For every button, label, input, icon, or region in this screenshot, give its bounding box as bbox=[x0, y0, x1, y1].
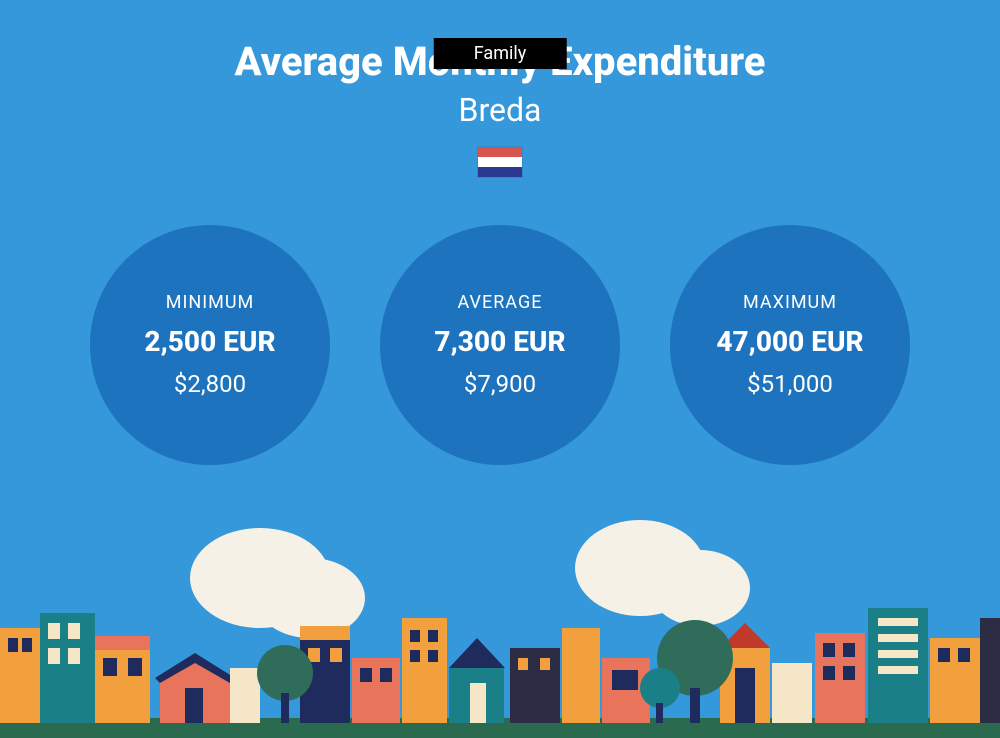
stat-secondary: $51,000 bbox=[747, 370, 833, 398]
buildings-right bbox=[720, 608, 1000, 723]
stat-secondary: $2,800 bbox=[174, 370, 246, 398]
buildings-center bbox=[300, 618, 650, 723]
cityscape-illustration bbox=[0, 518, 1000, 738]
stat-label: MAXIMUM bbox=[743, 292, 837, 313]
stat-maximum: MAXIMUM 47,000 EUR $51,000 bbox=[670, 225, 910, 465]
stat-average: AVERAGE 7,300 EUR $7,900 bbox=[380, 225, 620, 465]
stat-primary: 7,300 EUR bbox=[434, 325, 565, 358]
stat-primary: 2,500 EUR bbox=[144, 325, 275, 358]
stat-label: MINIMUM bbox=[166, 292, 254, 313]
category-badge-label: Family bbox=[474, 43, 527, 64]
stat-minimum: MINIMUM 2,500 EUR $2,800 bbox=[90, 225, 330, 465]
country-flag bbox=[478, 147, 522, 177]
flag-stripe-top bbox=[478, 147, 522, 157]
stats-row: MINIMUM 2,500 EUR $2,800 AVERAGE 7,300 E… bbox=[0, 225, 1000, 465]
stat-label: AVERAGE bbox=[458, 292, 543, 313]
category-badge: Family bbox=[434, 38, 567, 69]
clouds bbox=[190, 520, 750, 638]
stat-secondary: $7,900 bbox=[464, 370, 536, 398]
flag-stripe-mid bbox=[478, 157, 522, 167]
flag-stripe-bot bbox=[478, 167, 522, 177]
stat-primary: 47,000 EUR bbox=[716, 325, 863, 358]
buildings-left bbox=[0, 613, 260, 723]
city-name: Breda bbox=[0, 91, 1000, 129]
